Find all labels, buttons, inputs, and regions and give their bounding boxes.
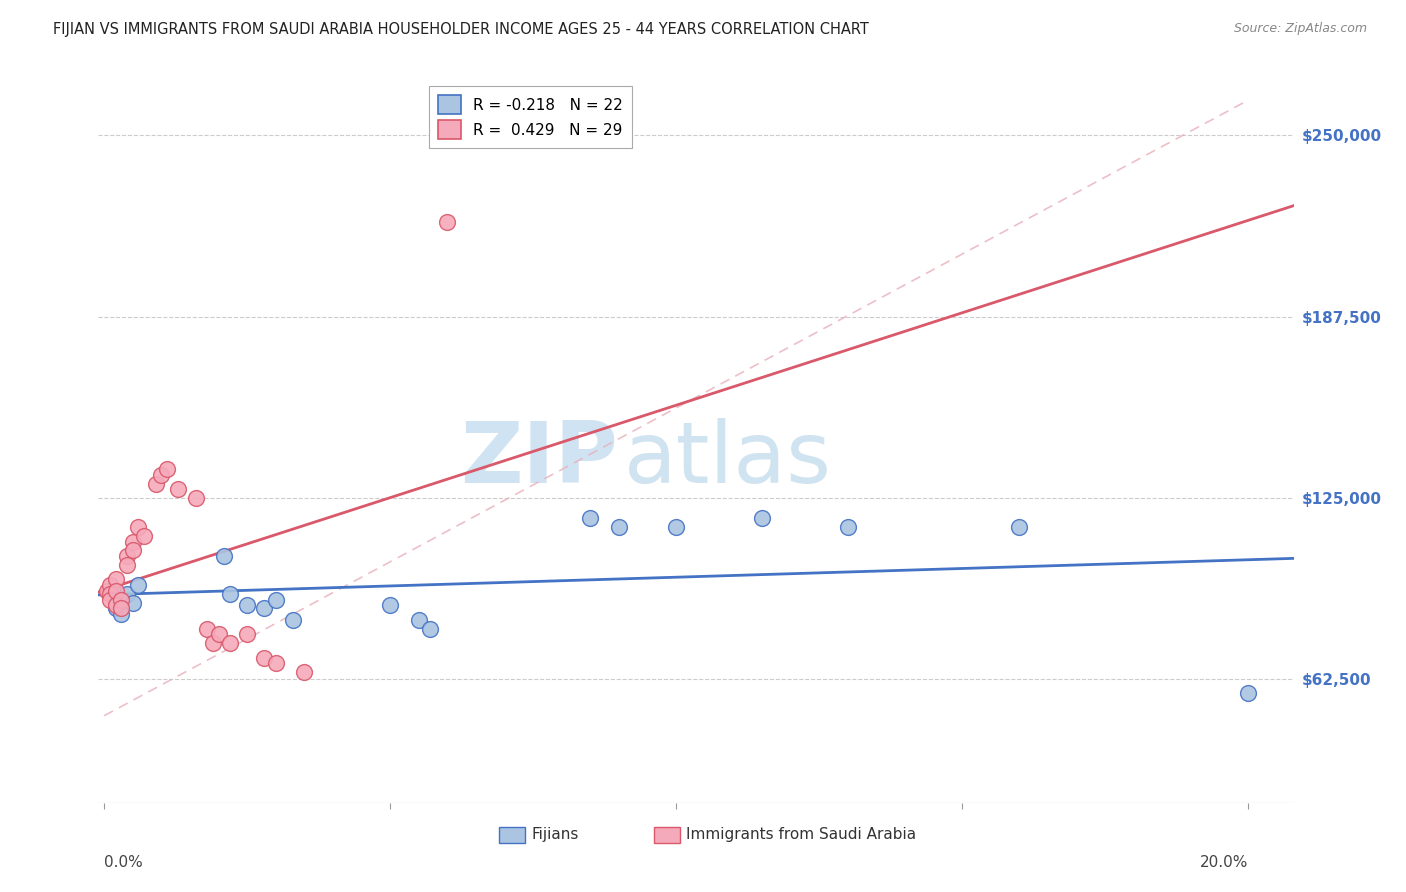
Point: [264, 592, 287, 607]
Point: [115, 549, 138, 563]
Point: [579, 511, 602, 525]
Text: Immigrants from Saudi Arabia: Immigrants from Saudi Arabia: [686, 828, 917, 842]
Point: [121, 595, 143, 609]
Point: [104, 583, 127, 598]
Point: [419, 622, 441, 636]
Point: [101, 583, 124, 598]
Point: [98, 578, 121, 592]
Point: [751, 511, 773, 525]
Point: [1236, 685, 1258, 699]
Point: [115, 558, 138, 572]
Point: [104, 601, 127, 615]
Point: [110, 607, 132, 621]
FancyBboxPatch shape: [654, 827, 681, 843]
Point: [145, 476, 167, 491]
Point: [134, 529, 156, 543]
Point: [121, 543, 143, 558]
Point: [207, 627, 229, 641]
Point: [201, 636, 224, 650]
Text: 20.0%: 20.0%: [1199, 855, 1247, 870]
Point: [378, 599, 401, 613]
Text: Source: ZipAtlas.com: Source: ZipAtlas.com: [1233, 22, 1367, 36]
Point: [236, 627, 259, 641]
FancyBboxPatch shape: [499, 827, 524, 843]
Text: ZIP: ZIP: [461, 417, 619, 500]
Point: [837, 520, 859, 534]
Point: [665, 520, 688, 534]
Point: [253, 601, 276, 615]
Point: [219, 636, 242, 650]
Point: [436, 215, 458, 229]
Text: 0.0%: 0.0%: [104, 855, 143, 870]
Point: [292, 665, 315, 680]
Point: [127, 578, 149, 592]
Point: [127, 520, 149, 534]
Point: [195, 622, 218, 636]
Point: [121, 534, 143, 549]
Point: [184, 491, 207, 505]
Point: [212, 549, 235, 563]
Point: [96, 583, 118, 598]
Text: atlas: atlas: [624, 417, 832, 500]
Point: [408, 613, 430, 627]
Text: FIJIAN VS IMMIGRANTS FROM SAUDI ARABIA HOUSEHOLDER INCOME AGES 25 - 44 YEARS COR: FIJIAN VS IMMIGRANTS FROM SAUDI ARABIA H…: [53, 22, 869, 37]
Point: [236, 599, 259, 613]
Point: [607, 520, 630, 534]
Point: [264, 657, 287, 671]
Legend: R = -0.218   N = 22, R =  0.429   N = 29: R = -0.218 N = 22, R = 0.429 N = 29: [429, 87, 631, 148]
Point: [104, 599, 127, 613]
Point: [104, 572, 127, 586]
Point: [167, 483, 190, 497]
Point: [115, 587, 138, 601]
Point: [281, 613, 304, 627]
Text: Fijians: Fijians: [531, 828, 578, 842]
Point: [150, 467, 173, 482]
Point: [156, 462, 179, 476]
Point: [98, 592, 121, 607]
Point: [219, 587, 242, 601]
Point: [110, 601, 132, 615]
Point: [110, 592, 132, 607]
Point: [98, 587, 121, 601]
Point: [253, 650, 276, 665]
Point: [1008, 520, 1031, 534]
